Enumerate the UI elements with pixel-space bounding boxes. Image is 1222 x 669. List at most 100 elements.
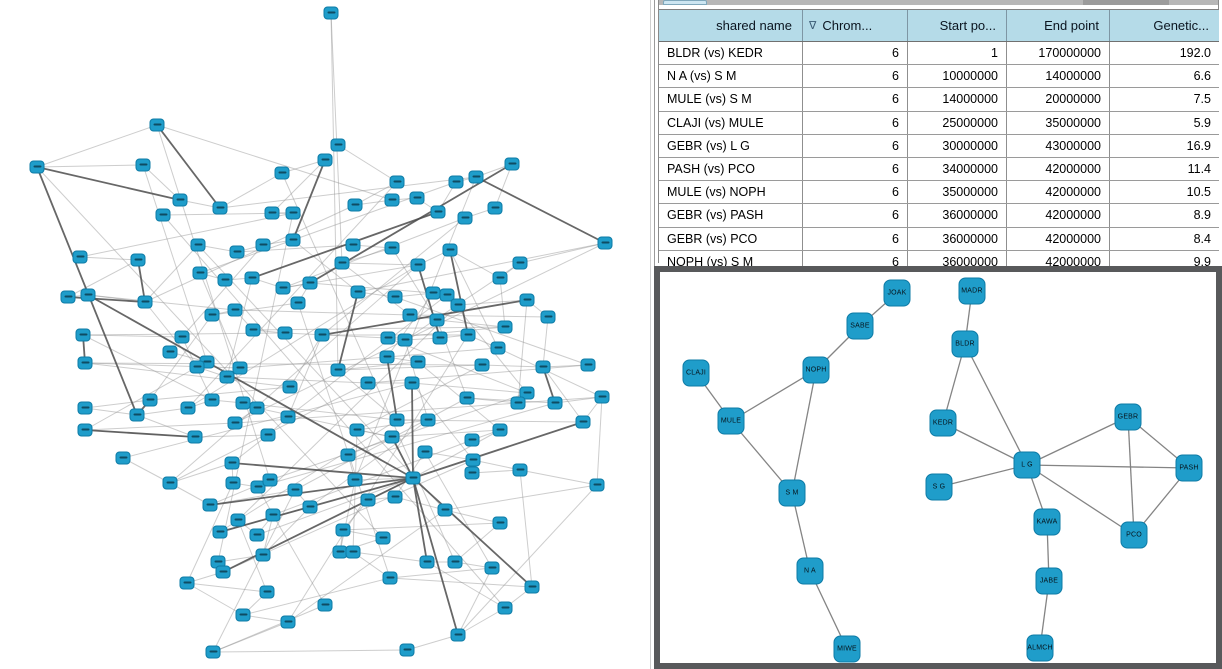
network-node[interactable] (402, 308, 418, 322)
network-edge[interactable] (87, 294, 236, 311)
network-node[interactable] (474, 358, 490, 372)
network-edge[interactable] (271, 159, 326, 214)
column-header-end-point[interactable]: End point (1007, 10, 1110, 41)
network-node[interactable] (382, 571, 398, 585)
network-node[interactable] (397, 333, 413, 347)
network-node[interactable] (264, 206, 280, 220)
network-edge[interactable] (391, 429, 501, 438)
network-node[interactable] (335, 523, 351, 537)
network-edge[interactable] (144, 204, 356, 303)
network-edge[interactable] (292, 159, 326, 241)
detail-node-s-g[interactable]: S G (925, 473, 953, 501)
detail-node-almch[interactable]: ALMCH (1026, 634, 1054, 662)
network-edge[interactable] (239, 356, 388, 369)
network-edge[interactable] (256, 407, 393, 438)
network-node[interactable] (575, 415, 591, 429)
network-node[interactable] (149, 118, 165, 132)
network-edge[interactable] (412, 421, 584, 479)
network-edge[interactable] (466, 397, 519, 404)
network-edge[interactable] (938, 464, 1028, 488)
network-node[interactable] (225, 476, 241, 490)
network-edge[interactable] (84, 399, 151, 409)
network-edge[interactable] (475, 176, 606, 244)
network-edge[interactable] (339, 479, 356, 553)
network-node[interactable] (519, 293, 535, 307)
network-node[interactable] (235, 608, 251, 622)
network-edge[interactable] (497, 347, 603, 398)
detail-node-mule[interactable]: MULE (717, 407, 745, 435)
network-node[interactable] (232, 361, 248, 375)
network-edge[interactable] (411, 382, 474, 461)
network-node[interactable] (202, 498, 218, 512)
network-node[interactable] (60, 290, 76, 304)
network-edge[interactable] (36, 166, 181, 201)
network-node[interactable] (594, 390, 610, 404)
detail-node-madr[interactable]: MADR (958, 277, 986, 305)
network-edge[interactable] (1127, 416, 1135, 536)
network-node[interactable] (275, 281, 291, 295)
network-node[interactable] (512, 256, 528, 270)
network-node[interactable] (429, 313, 445, 327)
network-node[interactable] (280, 410, 296, 424)
network-node[interactable] (419, 555, 435, 569)
network-edge[interactable] (309, 282, 434, 294)
network-edge[interactable] (169, 264, 419, 484)
network-edge[interactable] (156, 124, 221, 209)
network-edge[interactable] (82, 334, 213, 401)
network-node[interactable] (187, 430, 203, 444)
network-edge[interactable] (149, 386, 291, 401)
network-node[interactable] (227, 416, 243, 430)
network-node[interactable] (290, 296, 306, 310)
detail-node-miwe[interactable]: MIWE (833, 635, 861, 663)
network-node[interactable] (219, 370, 235, 384)
network-edge[interactable] (136, 407, 189, 416)
network-edge[interactable] (356, 364, 483, 431)
network-node[interactable] (137, 295, 153, 309)
network-node[interactable] (450, 298, 466, 312)
network-node[interactable] (174, 330, 190, 344)
network-node[interactable] (347, 473, 363, 487)
network-node[interactable] (468, 170, 484, 184)
network-edge[interactable] (297, 302, 391, 579)
network-edge[interactable] (412, 477, 428, 563)
network-node[interactable] (282, 380, 298, 394)
network-edge[interactable] (212, 649, 408, 653)
network-node[interactable] (347, 198, 363, 212)
network-edge[interactable] (942, 422, 1028, 466)
detail-node-joak[interactable]: JOAK (883, 279, 911, 307)
network-edge[interactable] (387, 337, 528, 394)
network-edge[interactable] (187, 264, 419, 409)
network-edge[interactable] (242, 402, 398, 421)
column-header-start-po-[interactable]: Start po... (908, 10, 1007, 41)
network-edge[interactable] (287, 334, 323, 418)
network-node[interactable] (155, 208, 171, 222)
network-detail-canvas[interactable] (660, 272, 1216, 663)
network-edge[interactable] (354, 176, 477, 481)
network-node[interactable] (437, 503, 453, 517)
network-edge[interactable] (542, 366, 584, 423)
network-node[interactable] (410, 355, 426, 369)
network-edge[interactable] (444, 509, 501, 524)
network-node[interactable] (405, 471, 421, 485)
network-node[interactable] (260, 428, 276, 442)
column-header-shared-name[interactable]: shared name (659, 10, 803, 41)
network-node[interactable] (190, 238, 206, 252)
table-row[interactable]: GEBR (vs) PASH 6 36000000 42000000 8.9 (659, 204, 1219, 228)
network-node[interactable] (432, 331, 448, 345)
network-edge[interactable] (341, 262, 411, 316)
network-node[interactable] (409, 191, 425, 205)
network-edge[interactable] (186, 582, 244, 616)
network-node[interactable] (285, 206, 301, 220)
network-node[interactable] (387, 490, 403, 504)
network-node[interactable] (274, 166, 290, 180)
scrollbar-thumb-right[interactable] (1083, 0, 1169, 5)
table-row[interactable]: N A (vs) S M 6 10000000 14000000 6.6 (659, 65, 1219, 89)
network-edge[interactable] (519, 469, 598, 486)
network-edge[interactable] (337, 369, 398, 421)
network-node[interactable] (115, 451, 131, 465)
network-edge[interactable] (219, 172, 283, 209)
network-edge[interactable] (36, 164, 144, 168)
table-row[interactable]: PASH (vs) PCO 6 34000000 42000000 11.4 (659, 157, 1219, 182)
detail-node-noph[interactable]: NOPH (802, 356, 830, 384)
network-edge[interactable] (406, 634, 459, 651)
